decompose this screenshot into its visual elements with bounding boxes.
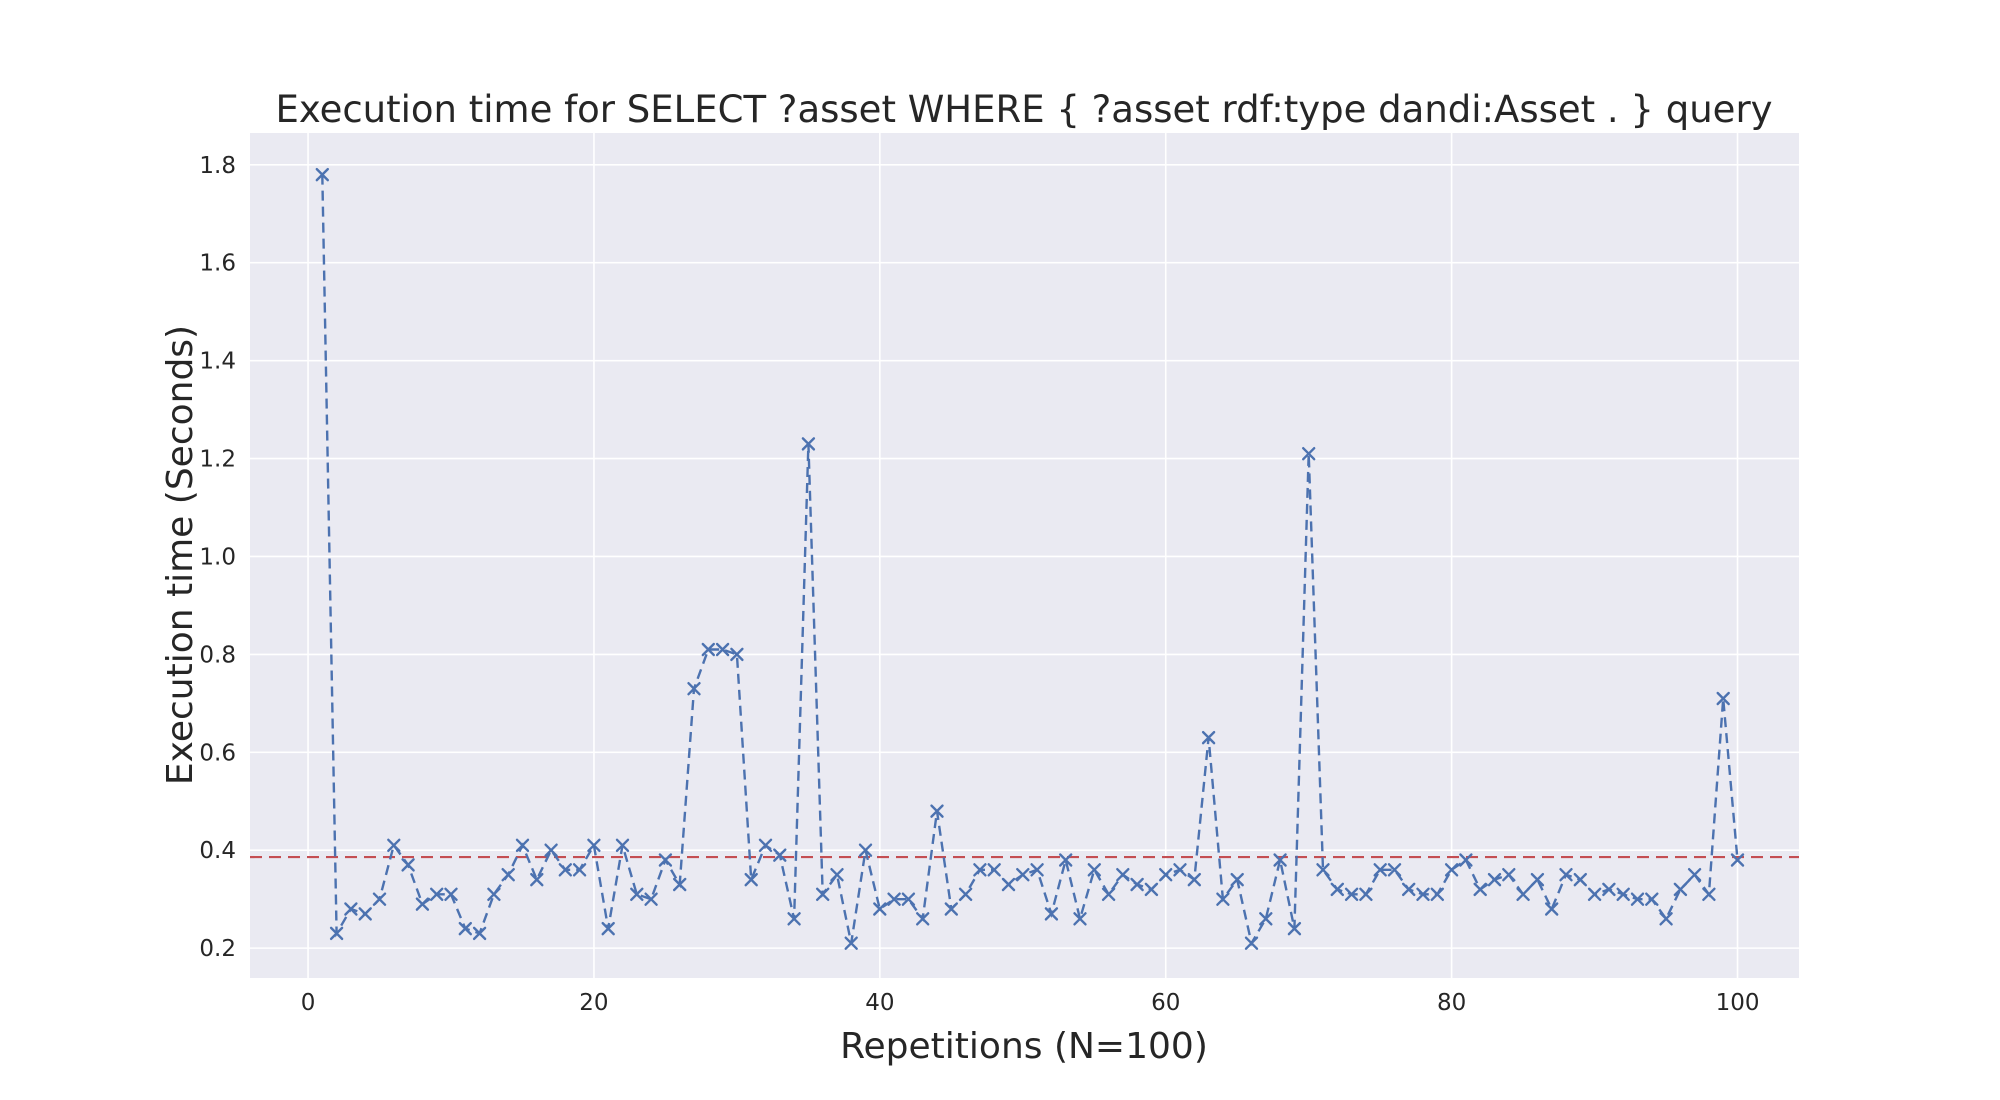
plot-background [250, 133, 1799, 978]
gridlines [250, 133, 1799, 978]
svg-text:0.4: 0.4 [199, 838, 236, 864]
svg-text:0: 0 [301, 990, 316, 1016]
svg-text:1.6: 1.6 [199, 251, 236, 277]
x-tick-labels: 0 20 40 60 80 100 [301, 990, 1760, 1016]
svg-text:60: 60 [1151, 990, 1180, 1016]
svg-text:1.2: 1.2 [199, 447, 236, 473]
svg-text:1.0: 1.0 [199, 544, 236, 570]
svg-text:40: 40 [865, 990, 894, 1016]
svg-text:80: 80 [1437, 990, 1466, 1016]
svg-text:0.8: 0.8 [199, 642, 236, 668]
svg-text:1.8: 1.8 [199, 153, 236, 179]
data-point-markers [315, 167, 1745, 950]
x-axis-label: Repetitions (N=100) [840, 1026, 1208, 1067]
y-axis-label: Execution time (Seconds) [160, 325, 201, 785]
svg-text:1.4: 1.4 [199, 349, 236, 375]
svg-text:100: 100 [1716, 990, 1760, 1016]
data-series-line [321, 174, 1739, 947]
y-tick-labels: 0.2 0.4 0.6 0.8 1.0 1.2 1.4 1.6 1.8 [199, 153, 236, 962]
svg-text:0.6: 0.6 [199, 740, 236, 766]
chart-title: Execution time for SELECT ?asset WHERE {… [275, 88, 1772, 131]
svg-text:0.2: 0.2 [199, 936, 236, 962]
svg-text:20: 20 [579, 990, 608, 1016]
